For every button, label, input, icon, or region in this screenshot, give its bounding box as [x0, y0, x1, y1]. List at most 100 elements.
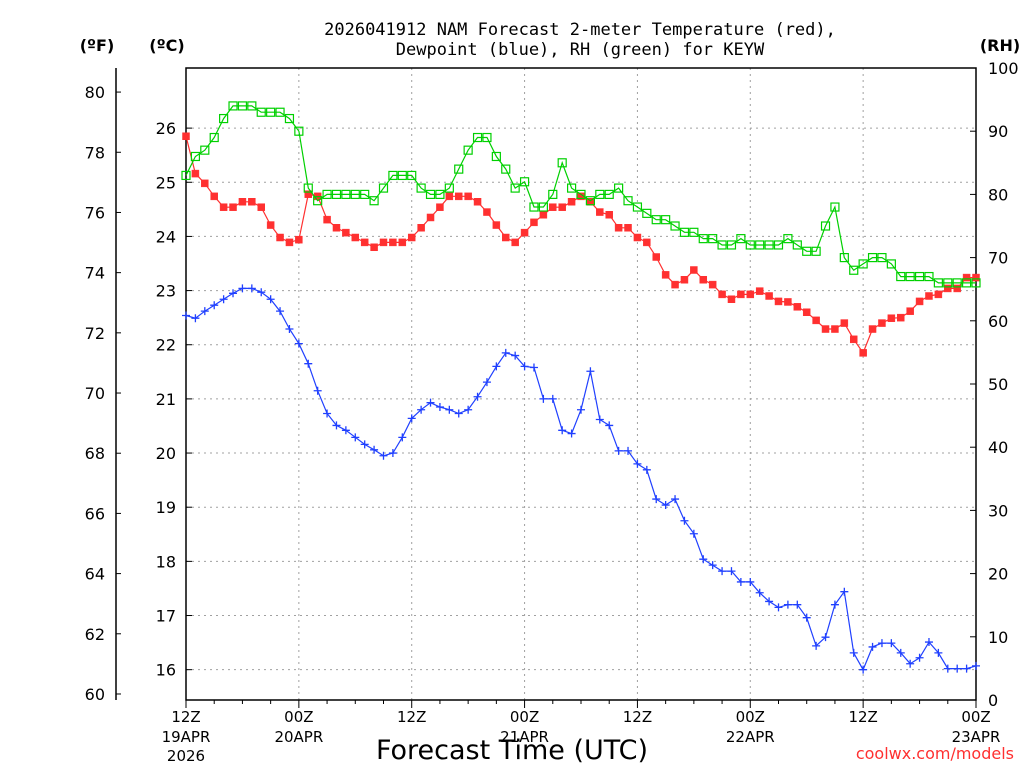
- x-tick-date-label: 23APR: [952, 728, 1001, 746]
- fahrenheit-tick-label: 62: [85, 625, 105, 644]
- rh-marker: [839, 253, 849, 263]
- dewpoint-marker: [699, 555, 708, 564]
- temperature-marker: [868, 325, 877, 333]
- temperature-marker: [492, 221, 501, 229]
- dewpoint-marker: [887, 639, 896, 648]
- rh-marker: [886, 259, 896, 269]
- dewpoint-marker: [238, 284, 247, 293]
- axes: 60 62 64 66 68 70 72 74 76 78 80 16 17 18 19 20 21 22 23 24…: [85, 59, 1019, 765]
- temperature-marker: [708, 280, 717, 289]
- dewpoint-marker: [661, 501, 670, 510]
- dewpoint-marker: [953, 664, 962, 673]
- dewpoint-marker: [529, 363, 538, 372]
- chart-title-line-2: Dewpoint (blue), RH (green) for KEYW: [396, 40, 765, 60]
- temperature-marker: [887, 314, 896, 322]
- rh-marker: [914, 271, 925, 282]
- dewpoint-marker: [351, 433, 360, 442]
- temperature-marker: [859, 349, 867, 357]
- rh-marker: [331, 189, 342, 199]
- rh-marker: [247, 101, 257, 111]
- temperature-marker: [530, 218, 538, 227]
- dewpoint-marker: [200, 307, 209, 316]
- temperature-marker: [878, 319, 886, 327]
- temperature-marker: [219, 203, 228, 211]
- dewpoint-marker: [558, 426, 567, 435]
- dewpoint-marker: [577, 405, 585, 414]
- x-tick-label: 12Z: [848, 708, 877, 726]
- rh-marker: [482, 132, 492, 143]
- temperature-marker: [718, 290, 726, 299]
- rh-marker: [670, 221, 680, 231]
- temperature-marker: [351, 233, 360, 242]
- rh-tick-label: 0: [988, 691, 998, 710]
- rh-marker: [228, 101, 238, 111]
- celsius-tick-label: 17: [156, 607, 176, 626]
- fahrenheit-tick-label: 78: [85, 143, 105, 162]
- fahrenheit-unit-label: (ºF): [80, 36, 115, 55]
- dewpoint-marker: [746, 577, 755, 586]
- temperature-marker: [182, 132, 190, 140]
- dewpoint-marker: [793, 600, 802, 609]
- rh-marker: [369, 196, 379, 206]
- rh-unit-label: (RH): [980, 36, 1020, 55]
- rh-marker: [190, 151, 201, 162]
- fahrenheit-tick-label: 72: [85, 324, 105, 343]
- rh-marker: [360, 189, 370, 199]
- temperature-marker: [445, 192, 454, 201]
- dewpoint-marker: [915, 653, 924, 662]
- dewpoint-marker: [313, 386, 322, 395]
- dewpoint-marker: [830, 600, 839, 609]
- temperature-marker: [605, 211, 613, 219]
- dewpoint-marker: [276, 307, 285, 316]
- temperature-marker: [812, 316, 820, 325]
- rh-marker: [802, 246, 812, 256]
- rh-marker: [463, 145, 473, 155]
- rh-marker: [679, 227, 690, 237]
- rh-marker: [830, 202, 840, 212]
- temperature-marker: [596, 208, 604, 216]
- dewpoint-marker: [219, 295, 228, 304]
- dewpoint-marker: [708, 561, 717, 570]
- rh-marker: [623, 196, 633, 206]
- celsius-tick-label: 18: [156, 552, 176, 571]
- dewpoint-marker: [877, 639, 886, 648]
- series-layer: [181, 101, 981, 674]
- temperature-marker: [511, 238, 519, 247]
- fahrenheit-tick-label: 60: [85, 685, 105, 704]
- x-tick-date-label: 22APR: [726, 728, 775, 746]
- fahrenheit-tick-label: 80: [85, 83, 105, 102]
- temperature-marker: [558, 203, 566, 211]
- rh-marker: [209, 132, 219, 143]
- x-tick-date-label: 19APR: [162, 728, 211, 746]
- temperature-marker: [614, 224, 623, 232]
- rh-marker: [651, 215, 661, 225]
- x-tick-date-label: 20APR: [274, 728, 323, 746]
- rh-tick-label: 50: [988, 375, 1008, 394]
- temperature-marker: [774, 297, 783, 306]
- dewpoint-marker: [454, 409, 463, 418]
- temperature-marker: [417, 224, 425, 232]
- rh-marker: [689, 227, 699, 237]
- celsius-tick-label: 23: [156, 282, 176, 301]
- celsius-tick-label: 24: [156, 227, 176, 246]
- temperature-marker: [229, 203, 237, 211]
- celsius-tick-label: 16: [156, 661, 176, 680]
- x-tick-label: 12Z: [171, 708, 200, 726]
- dewpoint-marker: [323, 409, 332, 418]
- dewpoint-marker: [868, 642, 877, 651]
- rh-tick-label: 40: [988, 438, 1008, 457]
- celsius-tick-label: 19: [156, 498, 176, 517]
- temperature-marker: [755, 287, 764, 295]
- dewpoint-marker: [379, 451, 388, 460]
- celsius-tick-label: 21: [156, 390, 176, 409]
- temperature-marker: [633, 233, 642, 242]
- rh-marker: [820, 221, 831, 231]
- temperature-marker: [765, 292, 773, 300]
- temperature-series: [182, 132, 980, 357]
- rh-marker: [284, 113, 295, 124]
- rh-marker: [933, 278, 943, 288]
- rh-marker: [858, 259, 868, 269]
- celsius-tick-label: 25: [156, 173, 176, 192]
- fahrenheit-tick-label: 70: [85, 384, 105, 403]
